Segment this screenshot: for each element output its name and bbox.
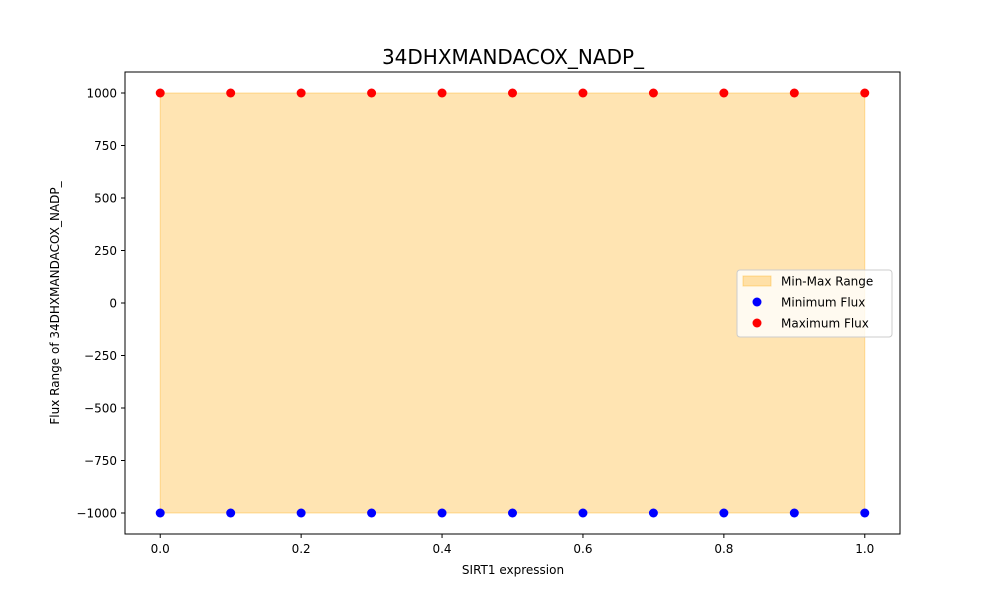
y-tick-label: −500 xyxy=(84,402,117,416)
y-tick-label: −1000 xyxy=(76,507,117,521)
legend-label-maximum-flux: Maximum Flux xyxy=(781,317,869,331)
chart-title: 34DHXMANDACOX_NADP_ xyxy=(382,45,645,69)
minimum-flux-point xyxy=(367,508,377,518)
y-tick-label: −250 xyxy=(84,349,117,363)
minimum-flux-point xyxy=(719,508,729,518)
x-tick-label: 0.4 xyxy=(432,542,451,556)
x-tick-label: 0.8 xyxy=(714,542,733,556)
y-tick-label: 1000 xyxy=(86,87,117,101)
minimum-flux-point xyxy=(437,508,447,518)
plot-area xyxy=(155,88,870,518)
y-axis: 1000 750 500 250 0 −250 −500 −750 −1000 xyxy=(76,87,125,521)
minimum-flux-point xyxy=(296,508,306,518)
minimum-flux-point xyxy=(860,508,870,518)
y-tick-label: −750 xyxy=(84,454,117,468)
x-tick-label: 0.0 xyxy=(151,542,170,556)
legend-marker-minimum-flux xyxy=(752,297,762,307)
maximum-flux-point xyxy=(508,88,517,98)
y-tick-label: 250 xyxy=(94,244,117,258)
maximum-flux-point xyxy=(155,88,165,98)
maximum-flux-point xyxy=(648,88,658,98)
y-tick-label: 500 xyxy=(94,192,117,206)
maximum-flux-point xyxy=(437,88,447,98)
legend-swatch-min-max-range xyxy=(742,275,772,287)
minimum-flux-point xyxy=(648,508,658,518)
y-axis-title: Flux Range of 34DHXMANDACOX_NADP_ xyxy=(48,180,62,424)
maximum-flux-point xyxy=(296,88,306,98)
maximum-flux-point xyxy=(789,88,799,98)
maximum-flux-point xyxy=(860,88,870,98)
minimum-flux-point xyxy=(789,508,799,518)
minimum-flux-point xyxy=(578,508,588,518)
y-tick-label: 750 xyxy=(94,139,117,153)
minimum-flux-point xyxy=(508,508,517,518)
legend-label-minimum-flux: Minimum Flux xyxy=(781,296,865,310)
legend-box xyxy=(736,269,893,338)
legend-marker-maximum-flux xyxy=(752,318,762,328)
x-axis: 0.0 0.2 0.4 0.6 0.8 1.0 xyxy=(151,534,874,556)
maximum-flux-point xyxy=(719,88,729,98)
x-tick-label: 0.2 xyxy=(292,542,311,556)
legend-label-min-max-range: Min-Max Range xyxy=(781,275,873,289)
minimum-flux-point xyxy=(155,508,165,518)
x-tick-label: 0.6 xyxy=(573,542,592,556)
maximum-flux-point xyxy=(578,88,588,98)
maximum-flux-point xyxy=(367,88,377,98)
x-tick-label: 1.0 xyxy=(855,542,874,556)
maximum-flux-point xyxy=(226,88,236,98)
legend: Min-Max Range Minimum Flux Maximum Flux xyxy=(736,269,893,338)
y-tick-label: 0 xyxy=(109,297,117,311)
minimum-flux-point xyxy=(226,508,236,518)
x-axis-title: SIRT1 expression xyxy=(462,563,564,577)
